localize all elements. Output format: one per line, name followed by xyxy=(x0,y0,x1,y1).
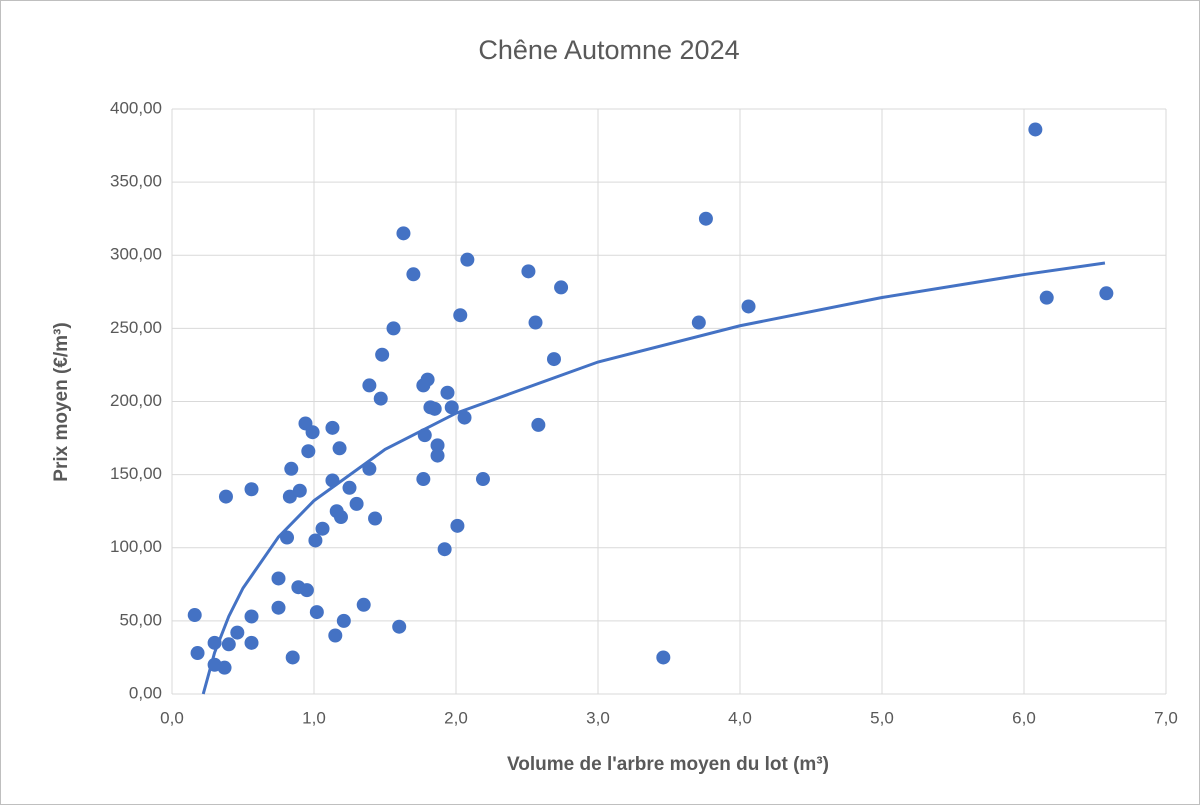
scatter-point xyxy=(416,472,431,487)
scatter-point xyxy=(187,608,202,623)
scatter-point xyxy=(284,461,299,476)
y-tick-label: 150,00 xyxy=(110,464,162,483)
scatter-point xyxy=(430,438,445,453)
scatter-point xyxy=(450,518,465,533)
scatter-point xyxy=(285,650,300,665)
scatter-point xyxy=(528,315,543,330)
scatter-point xyxy=(427,401,442,416)
scatter-point xyxy=(362,378,377,393)
y-tick-label: 100,00 xyxy=(110,537,162,556)
scatter-point xyxy=(244,609,259,624)
y-tick-label: 300,00 xyxy=(110,245,162,264)
x-axis-label: Volume de l'arbre moyen du lot (m³) xyxy=(507,754,829,775)
scatter-point xyxy=(328,628,343,643)
scatter-point xyxy=(375,347,390,362)
scatter-point xyxy=(292,483,307,498)
scatter-point xyxy=(305,425,320,440)
scatter-point xyxy=(1099,286,1114,301)
y-tick-label: 200,00 xyxy=(110,391,162,410)
scatter-point xyxy=(362,461,377,476)
scatter-point xyxy=(430,448,445,463)
scatter-point xyxy=(386,321,401,336)
scatter-point xyxy=(271,571,286,586)
scatter-point xyxy=(417,428,432,443)
y-tick-label: 0,00 xyxy=(129,683,162,702)
scatter-point xyxy=(217,660,232,675)
scatter-point xyxy=(280,530,295,545)
scatter-point xyxy=(325,420,340,435)
scatter-point xyxy=(554,280,569,295)
scatter-point xyxy=(336,613,351,628)
scatter-point xyxy=(308,533,323,548)
y-axis-label: Prix moyen (€/m³) xyxy=(51,322,72,481)
scatter-point xyxy=(368,511,383,526)
y-tick-label: 350,00 xyxy=(110,172,162,191)
scatter-point xyxy=(244,482,259,497)
scatter-point xyxy=(691,315,706,330)
scatter-point xyxy=(218,489,233,504)
scatter-point xyxy=(453,308,468,323)
x-tick-label: 6,0 xyxy=(1012,708,1036,727)
scatter-point xyxy=(420,372,435,387)
scatter-point xyxy=(1028,122,1043,137)
scatter-point xyxy=(299,583,314,598)
scatter-point xyxy=(332,441,347,456)
scatter-point xyxy=(698,211,713,226)
scatter-point xyxy=(406,267,421,282)
scatter-point xyxy=(457,410,472,425)
scatter-point xyxy=(190,646,205,661)
y-tick-label: 250,00 xyxy=(110,318,162,337)
scatter-point xyxy=(315,521,330,536)
scatter-point xyxy=(656,650,671,665)
x-tick-label: 4,0 xyxy=(728,708,752,727)
x-tick-label: 2,0 xyxy=(444,708,468,727)
scatter-point xyxy=(309,605,324,620)
scatter-point xyxy=(531,417,546,432)
scatter-point xyxy=(741,299,756,314)
scatter-point xyxy=(349,496,364,511)
scatter-point xyxy=(392,619,407,634)
scatter-point xyxy=(460,252,475,267)
scatter-point xyxy=(521,264,536,279)
scatter-point xyxy=(1039,290,1054,305)
scatter-point xyxy=(356,597,371,612)
trendline xyxy=(201,261,1106,695)
x-tick-label: 3,0 xyxy=(586,708,610,727)
chart-title: Chêne Automne 2024 xyxy=(478,35,739,65)
scatter-point xyxy=(546,352,561,367)
scatter-point xyxy=(342,480,357,495)
scatter-point xyxy=(437,542,452,557)
scatter-point xyxy=(475,472,490,487)
x-tick-label: 5,0 xyxy=(870,708,894,727)
scatter-point xyxy=(221,637,236,652)
scatter-point xyxy=(396,226,411,241)
x-tick-label: 0,0 xyxy=(160,708,184,727)
scatter-point xyxy=(207,635,222,650)
scatter-point xyxy=(444,400,459,415)
scatter-point xyxy=(373,391,388,406)
y-tick-label: 50,00 xyxy=(119,610,162,629)
scatter-point xyxy=(301,444,316,459)
scatter-point xyxy=(244,635,259,650)
x-tick-label: 1,0 xyxy=(302,708,326,727)
x-tick-label: 7,0 xyxy=(1154,708,1178,727)
scatter-point xyxy=(440,385,455,400)
scatter-point xyxy=(230,625,245,640)
scatter-point xyxy=(325,473,340,488)
scatter-point xyxy=(271,600,286,615)
y-tick-label: 400,00 xyxy=(110,98,162,117)
scatter-point xyxy=(333,510,348,525)
